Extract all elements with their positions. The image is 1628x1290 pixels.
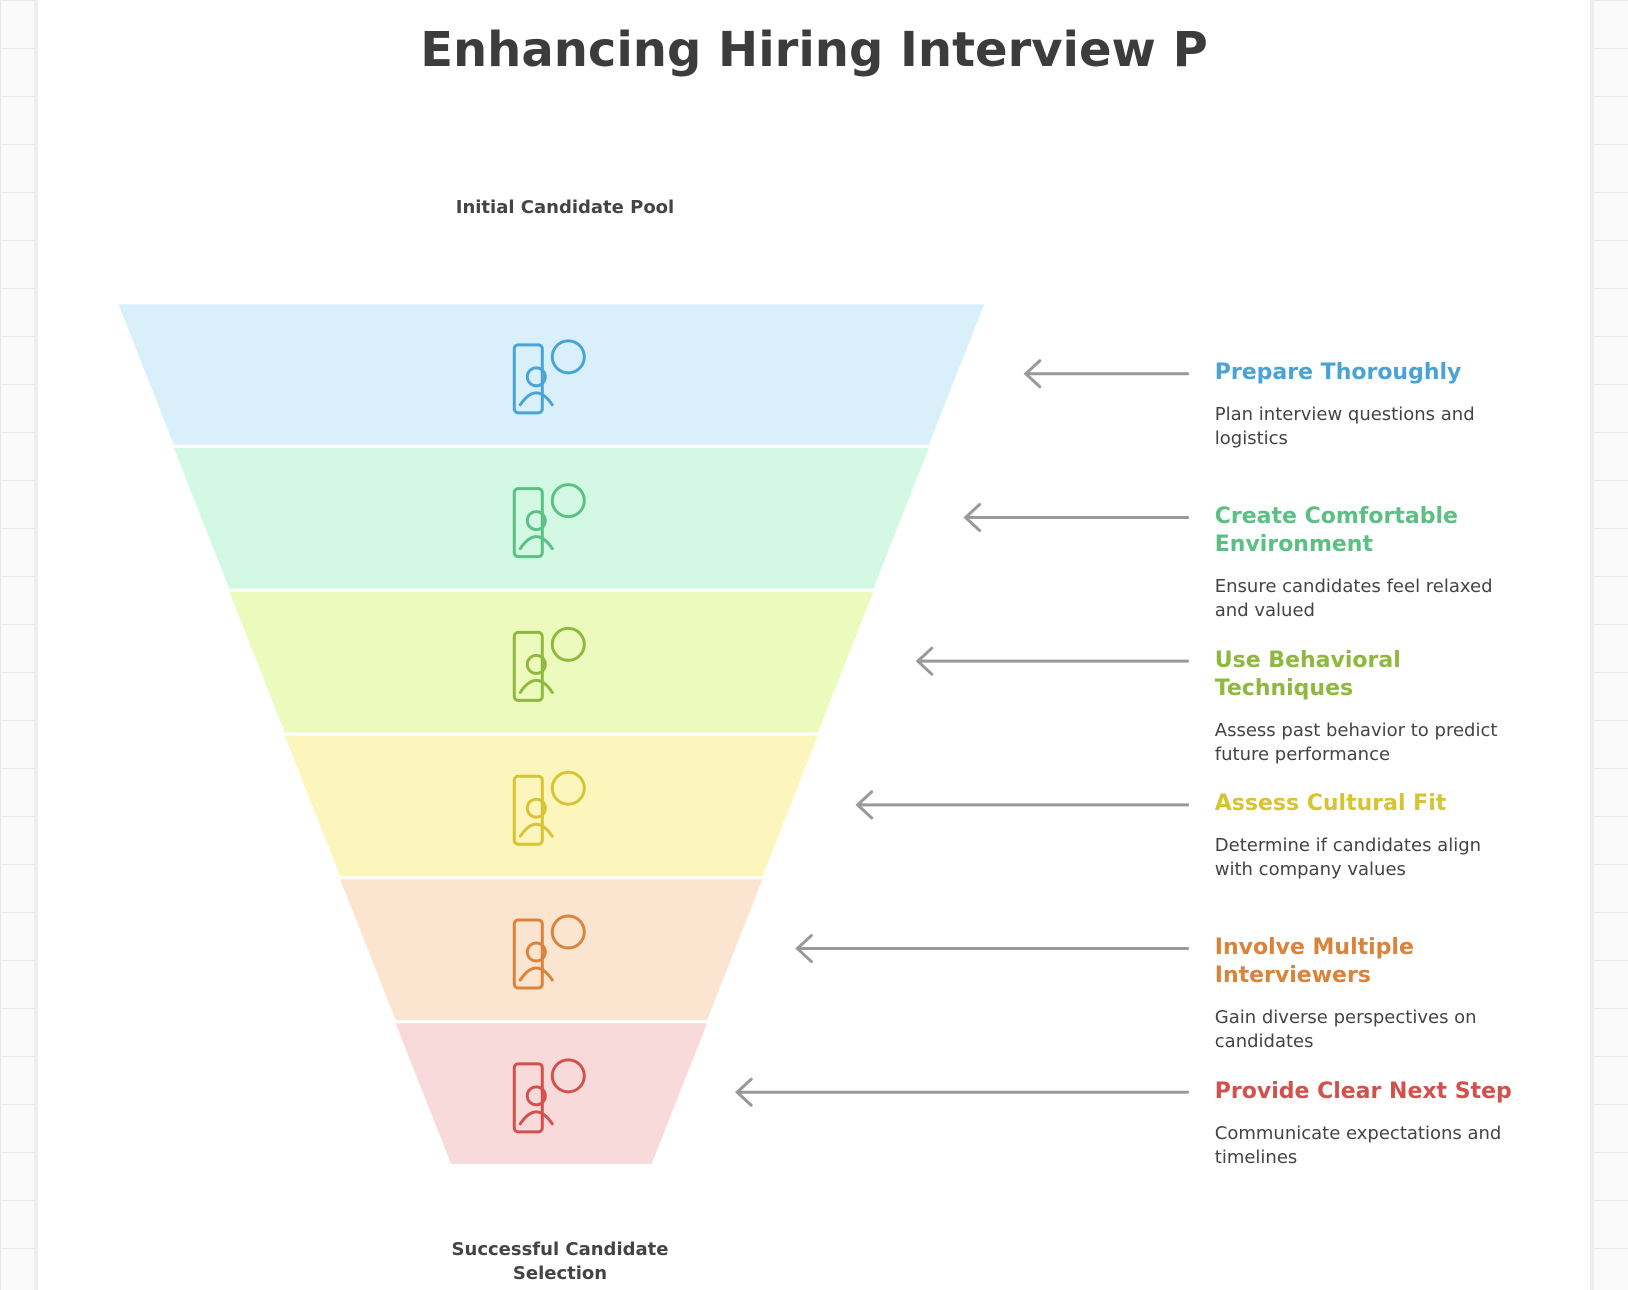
- stage-title: Provide Clear Next Step: [1214, 1078, 1512, 1104]
- bottom-label: Successful Candidate Selection: [451, 1239, 669, 1284]
- stage-description: Assess past behavior to predict future p…: [1214, 719, 1498, 765]
- funnel-band: [173, 448, 929, 589]
- stage-icon: [512, 626, 586, 702]
- stage-icon: [512, 914, 586, 990]
- stage-title: Use Behavioral Techniques: [1214, 647, 1401, 701]
- arrow-head: [855, 790, 874, 820]
- stage-icon: [512, 770, 586, 846]
- stage-description: Ensure candidates feel relaxed and value…: [1214, 575, 1493, 621]
- stage-title: Prepare Thoroughly: [1214, 360, 1462, 386]
- funnel-band: [395, 1023, 708, 1164]
- arrow-head: [734, 1077, 753, 1107]
- stage-description: Plan interview questions and logistics: [1214, 404, 1475, 450]
- stage-icon: [512, 483, 586, 559]
- arrow-head: [1023, 359, 1042, 389]
- arrow-head: [915, 646, 934, 676]
- stage-title: Involve Multiple Interviewers: [1214, 935, 1414, 989]
- funnel-band: [229, 591, 874, 733]
- arrow-head: [963, 502, 982, 532]
- funnel-band: [340, 879, 763, 1021]
- funnel-band: [118, 304, 985, 445]
- title: Enhancing Hiring Interview P: [420, 22, 1208, 78]
- funnel-band: [284, 735, 818, 877]
- stage-description: Determine if candidates align with compa…: [1214, 835, 1482, 881]
- stage-description: Communicate expectations and timelines: [1214, 1122, 1502, 1168]
- arrow-head: [795, 934, 813, 964]
- stage-title: Assess Cultural Fit: [1214, 791, 1447, 817]
- stage-icon: [512, 1058, 586, 1134]
- stage-title: Create Comfortable Environment: [1214, 503, 1458, 557]
- top-label: Initial Candidate Pool: [455, 197, 675, 218]
- stage-description: Gain diverse perspectives on candidates: [1214, 1007, 1477, 1053]
- stage-icon: [512, 339, 586, 415]
